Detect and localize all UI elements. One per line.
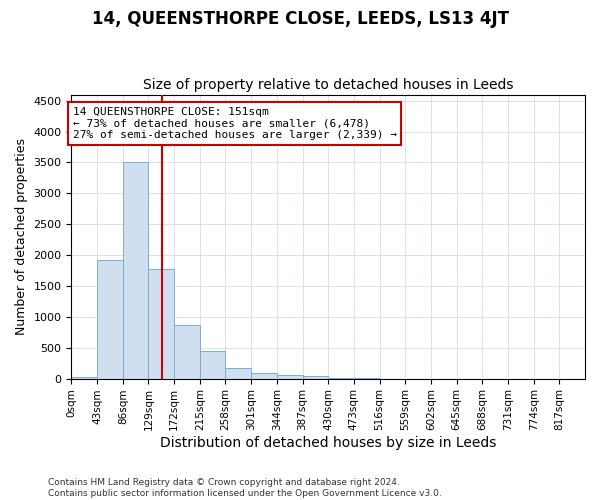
- Bar: [200, 350, 226, 378]
- Text: 14, QUEENSTHORPE CLOSE, LEEDS, LS13 4JT: 14, QUEENSTHORPE CLOSE, LEEDS, LS13 4JT: [91, 10, 509, 28]
- Bar: [174, 326, 200, 378]
- Text: 14 QUEENSTHORPE CLOSE: 151sqm
← 73% of detached houses are smaller (6,478)
27% o: 14 QUEENSTHORPE CLOSE: 151sqm ← 73% of d…: [73, 107, 397, 140]
- Bar: [97, 260, 123, 378]
- Bar: [226, 368, 251, 378]
- Bar: [302, 376, 328, 378]
- Bar: [71, 376, 97, 378]
- Title: Size of property relative to detached houses in Leeds: Size of property relative to detached ho…: [143, 78, 514, 92]
- Text: Contains HM Land Registry data © Crown copyright and database right 2024.
Contai: Contains HM Land Registry data © Crown c…: [48, 478, 442, 498]
- Bar: [123, 162, 148, 378]
- X-axis label: Distribution of detached houses by size in Leeds: Distribution of detached houses by size …: [160, 436, 496, 450]
- Bar: [277, 374, 302, 378]
- Bar: [251, 373, 277, 378]
- Y-axis label: Number of detached properties: Number of detached properties: [15, 138, 28, 335]
- Bar: [148, 268, 174, 378]
